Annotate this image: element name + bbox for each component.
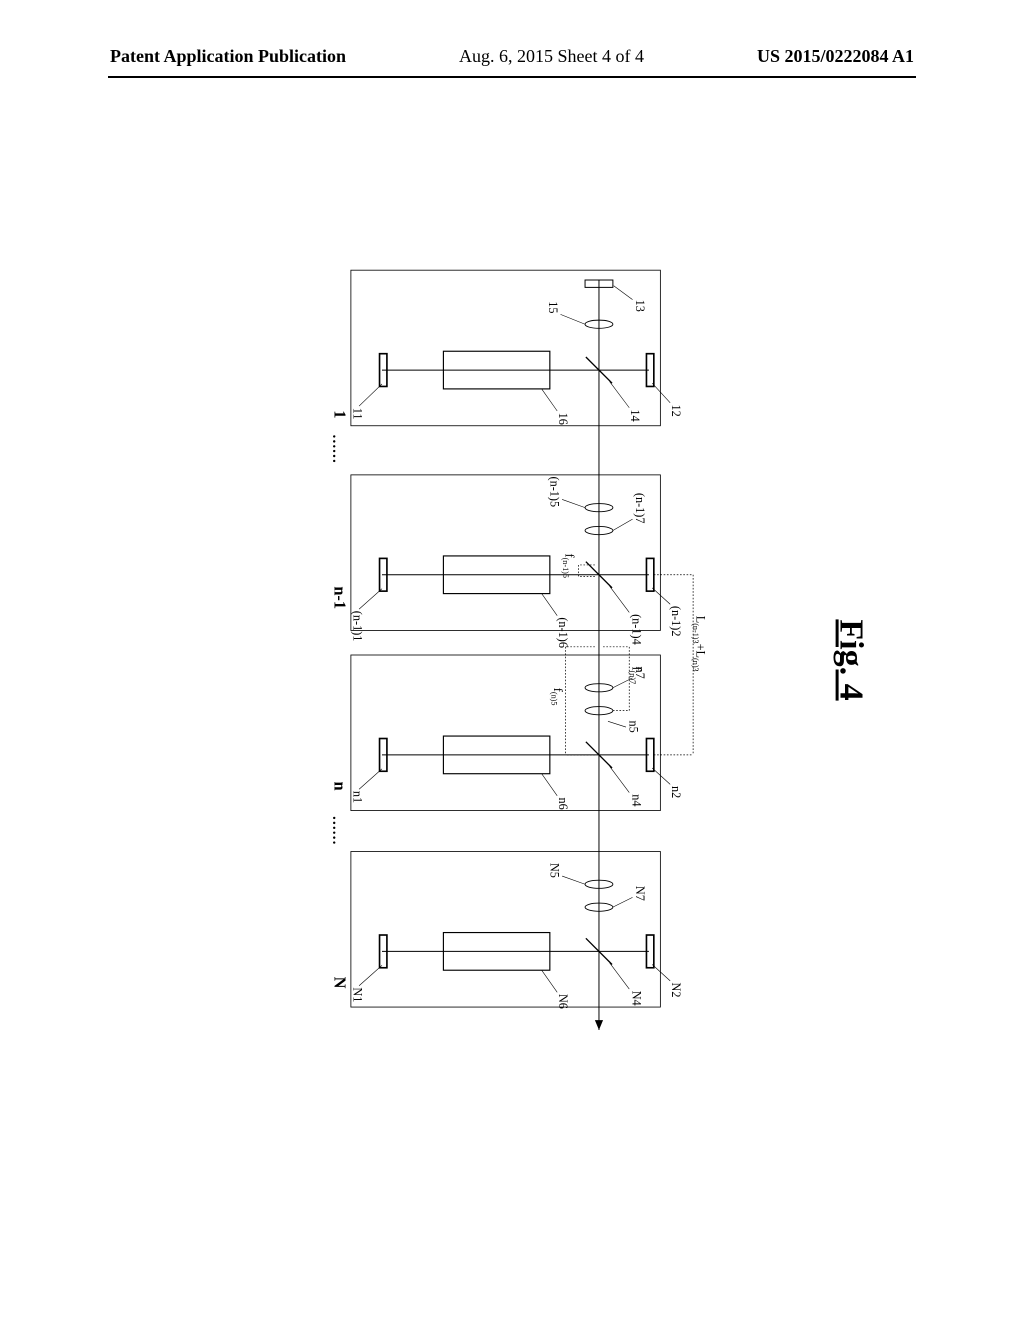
leader-line [613,897,633,907]
label: N4 [630,991,644,1006]
label: 12 [669,404,683,416]
leader-line [652,588,670,604]
dim-label: f(n)5 [549,688,564,706]
leader-line [652,964,670,980]
figure-diagram: …… …… 12 11 13 14 [28,262,998,1048]
module-frame [351,270,660,426]
leader-line [542,774,558,796]
module-frame [351,475,660,631]
leader-line [610,586,630,612]
module-capital-n: N2 N1 N4 N5 N7 N6 N [331,852,683,1009]
module-id: n-1 [331,586,350,609]
label: N2 [669,983,683,998]
leader-line [614,286,633,300]
dim-label: L(n-1)3+L(n)3 [691,616,707,672]
label: N1 [350,987,364,1002]
leader-line [542,970,558,992]
label: (n-1)4 [630,614,644,645]
label: (n-1)5 [548,477,562,508]
leader-line [560,314,585,324]
label: n6 [556,797,570,809]
leader-line [562,499,585,507]
header-rule [108,76,916,78]
label: 14 [628,409,642,421]
label: N6 [556,994,570,1009]
page-header: Patent Application Publication Aug. 6, 2… [0,46,1024,67]
publication-title: Patent Application Publication [110,46,346,67]
leader-line [610,766,630,792]
date-sheet-info: Aug. 6, 2015 Sheet 4 of 4 [459,46,644,67]
module-id: 1 [331,410,350,418]
leader-line [359,769,382,789]
label: 13 [633,300,647,312]
module-frame [351,852,660,1008]
module-id: n [331,781,350,790]
leader-line [542,389,558,411]
label: n4 [630,794,644,806]
label: n5 [626,721,640,733]
leader-line [613,519,633,530]
label: 11 [350,408,364,420]
leader-line [608,721,626,727]
patent-number: US 2015/0222084 A1 [757,46,914,67]
label: n2 [669,786,683,798]
module-id: N [331,977,350,989]
label: N7 [633,886,647,901]
label: N5 [548,863,562,878]
module-1: 12 11 13 14 15 16 1 [331,270,683,426]
label: 15 [546,301,560,313]
leader-line [542,594,558,616]
label: n1 [350,791,364,803]
label: (n-1)2 [669,606,683,637]
leader-line [359,965,382,985]
leader-line [652,768,670,784]
leader-line [610,963,630,989]
leader-line [359,589,382,609]
module-n-minus-1: (n-1)2 (n-1)1 (n-1)4 (n-1)5 (n-1)7 (n-1)… [331,475,683,648]
leader-line [610,382,630,408]
leader-line [562,876,585,884]
label: (n-1)7 [633,493,647,524]
gap-ellipsis: …… [329,815,345,844]
label: 16 [556,413,570,425]
label: (n-1)1 [350,611,364,642]
label: (n-1)6 [556,617,570,648]
leader-line [652,383,670,403]
gap-ellipsis: …… [329,434,345,463]
module-frame [351,655,660,811]
leader-line [359,384,382,406]
diagram-svg: …… …… 12 11 13 14 [28,262,998,1048]
axis-arrow-icon [595,1020,603,1030]
